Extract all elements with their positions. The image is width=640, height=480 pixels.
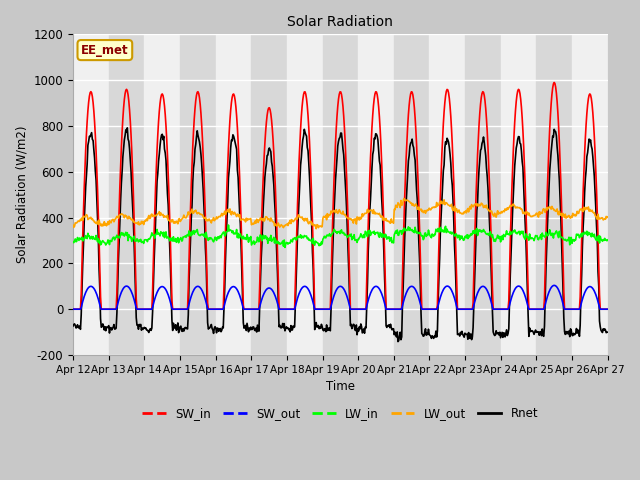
Text: EE_met: EE_met [81, 44, 129, 57]
Bar [216, 35, 252, 355]
Bar [358, 35, 394, 355]
Bar [500, 35, 536, 355]
X-axis label: Time: Time [326, 380, 355, 393]
Legend: SW_in, SW_out, LW_in, LW_out, Rnet: SW_in, SW_out, LW_in, LW_out, Rnet [138, 403, 543, 425]
Bar [109, 35, 144, 355]
Bar [465, 35, 500, 355]
Bar [536, 35, 572, 355]
Bar [429, 35, 465, 355]
Bar [608, 35, 640, 355]
Bar [572, 35, 608, 355]
Y-axis label: Solar Radiation (W/m2): Solar Radiation (W/m2) [15, 126, 28, 264]
Bar [323, 35, 358, 355]
Bar [73, 35, 109, 355]
Bar [252, 35, 287, 355]
Bar [287, 35, 323, 355]
Bar [394, 35, 429, 355]
Bar [144, 35, 180, 355]
Bar [180, 35, 216, 355]
Title: Solar Radiation: Solar Radiation [287, 15, 394, 29]
